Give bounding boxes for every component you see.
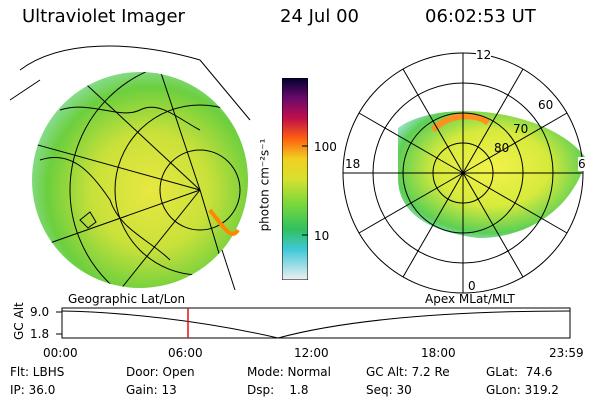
dsp-info: Dsp: 1.8 — [247, 383, 309, 397]
x-tick-1200: 12:00 — [294, 346, 329, 360]
altitude-timeline — [56, 307, 571, 339]
geographic-coords-label: Geographic Lat/Lon — [68, 292, 186, 306]
polar-plot — [342, 52, 586, 294]
color-bar — [282, 78, 308, 280]
seq-info: Seq: 30 — [366, 383, 412, 397]
auroral-oval — [398, 111, 586, 238]
mlat-label-80: 80 — [494, 141, 510, 155]
earth-disk — [32, 72, 248, 288]
colorbar-unit-label: photon cm⁻²s⁻¹ — [257, 138, 272, 232]
glon-info: GLon: 319.2 — [486, 383, 559, 397]
glat-info: GLat: 74.6 — [486, 365, 553, 379]
gain-info: Gain: 13 — [126, 383, 177, 397]
gc-alt-info: GC Alt: 7.2 Re — [366, 365, 450, 379]
mlat-label-60: 60 — [538, 98, 554, 112]
mlt-label-12: 12 — [476, 48, 492, 62]
mlat-label-70: 70 — [513, 122, 529, 136]
x-tick-0600: 06:00 — [168, 346, 203, 360]
instrument-title: Ultraviolet Imager — [22, 6, 185, 27]
mlt-label-6: 6 — [578, 157, 586, 171]
ip-info: IP: 36.0 — [10, 383, 56, 397]
x-tick-1800: 18:00 — [421, 346, 456, 360]
x-tick-0000: 00:00 — [43, 346, 78, 360]
date-label: 24 Jul 00 — [280, 6, 359, 27]
mode-info: Mode: Normal — [247, 365, 331, 379]
y-tick-1-8: 1.8 — [30, 327, 50, 341]
apex-coords-label: Apex MLat/MLT — [425, 292, 515, 306]
colorbar-tick-100: 100 — [314, 140, 337, 154]
time-label: 06:02:53 UT — [425, 6, 536, 27]
timeline-frame — [61, 307, 571, 339]
y-tick-9: 9.0 — [30, 305, 50, 319]
mlt-label-0: 0 — [468, 279, 476, 293]
filter-info: Flt: LBHS — [10, 365, 65, 379]
door-info: Door: Open — [126, 365, 195, 379]
geographic-image — [9, 45, 251, 290]
colorbar-tick-10: 10 — [314, 229, 330, 243]
altitude-curve — [61, 310, 571, 339]
x-tick-2359: 23:59 — [549, 346, 584, 360]
timeline-axis-label: GC Alt — [12, 302, 26, 340]
auroral-hotspot — [430, 113, 491, 133]
mlt-label-18: 18 — [345, 157, 361, 171]
